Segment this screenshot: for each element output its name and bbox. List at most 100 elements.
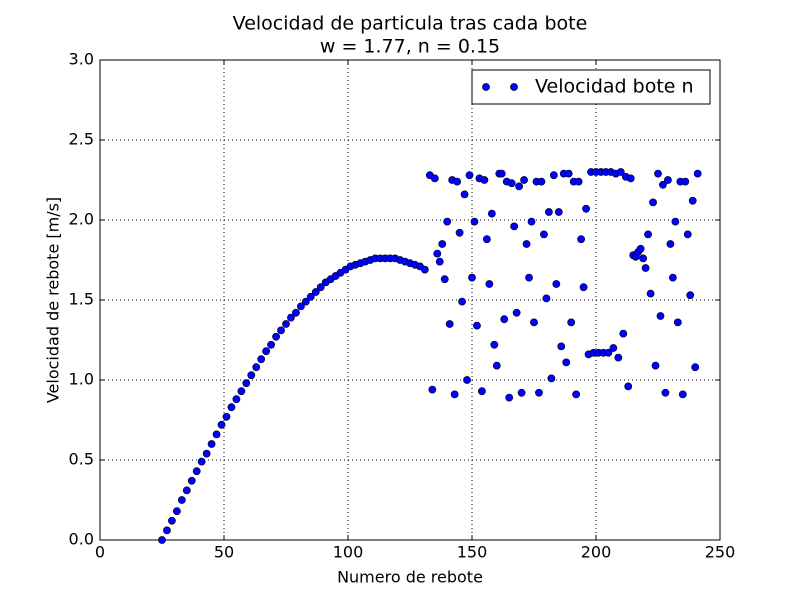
point [455, 228, 464, 237]
point [564, 169, 573, 178]
point [497, 169, 506, 178]
point [172, 507, 181, 516]
point [542, 294, 551, 303]
point [207, 440, 216, 448]
point [554, 208, 563, 216]
point [525, 273, 533, 282]
point [673, 318, 682, 327]
point [664, 176, 672, 184]
point [507, 179, 516, 188]
point [450, 390, 459, 399]
point [192, 467, 201, 476]
x-tick-label: 150 [457, 543, 488, 562]
point [428, 385, 437, 394]
point [460, 190, 469, 199]
y-tick-label: 1.0 [69, 370, 94, 389]
point [445, 320, 454, 328]
point [683, 230, 692, 239]
point [177, 496, 186, 504]
legend-marker [510, 83, 518, 91]
y-tick-label: 3.0 [69, 50, 94, 69]
point [666, 240, 675, 248]
point [247, 371, 256, 380]
point [691, 363, 700, 372]
legend-label: Velocidad bote n [535, 76, 694, 98]
point [212, 430, 221, 439]
point [420, 265, 429, 274]
point [252, 363, 261, 372]
point [654, 169, 662, 178]
point [641, 264, 650, 272]
point [644, 230, 652, 239]
x-tick-label: 100 [333, 543, 364, 562]
point [604, 348, 613, 357]
point [505, 393, 514, 402]
point [482, 235, 491, 244]
point [242, 379, 251, 388]
chart-subtitle: w = 1.77, n = 0.15 [320, 36, 500, 58]
point [646, 289, 655, 298]
point [478, 387, 486, 396]
point [659, 180, 667, 189]
point [626, 174, 635, 183]
point [237, 387, 246, 396]
point [579, 283, 588, 292]
point [517, 388, 526, 397]
point [574, 177, 583, 186]
x-tick-label: 250 [705, 543, 736, 562]
point [197, 457, 206, 466]
point [492, 361, 501, 370]
point [430, 174, 439, 183]
point [440, 275, 449, 284]
x-tick-label: 200 [581, 543, 612, 562]
point [463, 376, 471, 384]
chart-title: Velocidad de particula tras cada bote [233, 13, 588, 35]
point [547, 374, 556, 383]
point [443, 217, 452, 226]
point [316, 283, 325, 292]
point [549, 171, 558, 180]
point [163, 526, 171, 535]
point [649, 198, 657, 207]
x-tick-label: 50 [214, 543, 234, 562]
point [668, 273, 677, 282]
y-tick-label: 0.0 [69, 530, 94, 549]
y-tick-label: 2.5 [69, 130, 94, 149]
point [512, 308, 521, 317]
y-tick-label: 1.5 [69, 290, 94, 309]
point [490, 340, 499, 349]
point [527, 217, 536, 226]
point [609, 344, 618, 352]
point [520, 176, 528, 184]
point [272, 332, 280, 341]
point [470, 217, 479, 226]
point [656, 312, 665, 320]
point [614, 353, 623, 362]
plot-frame [99, 59, 721, 541]
point [458, 297, 466, 306]
point [510, 222, 519, 231]
y-tick-label: 2.0 [69, 210, 94, 229]
point [311, 288, 320, 296]
point [619, 329, 628, 338]
point [296, 302, 305, 311]
point [681, 177, 690, 186]
point [651, 361, 660, 370]
point [217, 420, 226, 429]
point [522, 240, 531, 248]
point [552, 280, 561, 288]
point [433, 249, 442, 258]
point [438, 240, 447, 248]
point [202, 449, 211, 458]
point [530, 318, 538, 327]
point [540, 230, 548, 239]
point [624, 382, 633, 391]
point [661, 388, 670, 397]
point [678, 390, 687, 399]
point [262, 347, 271, 356]
point [227, 403, 236, 412]
point [267, 340, 276, 349]
point [562, 358, 571, 367]
